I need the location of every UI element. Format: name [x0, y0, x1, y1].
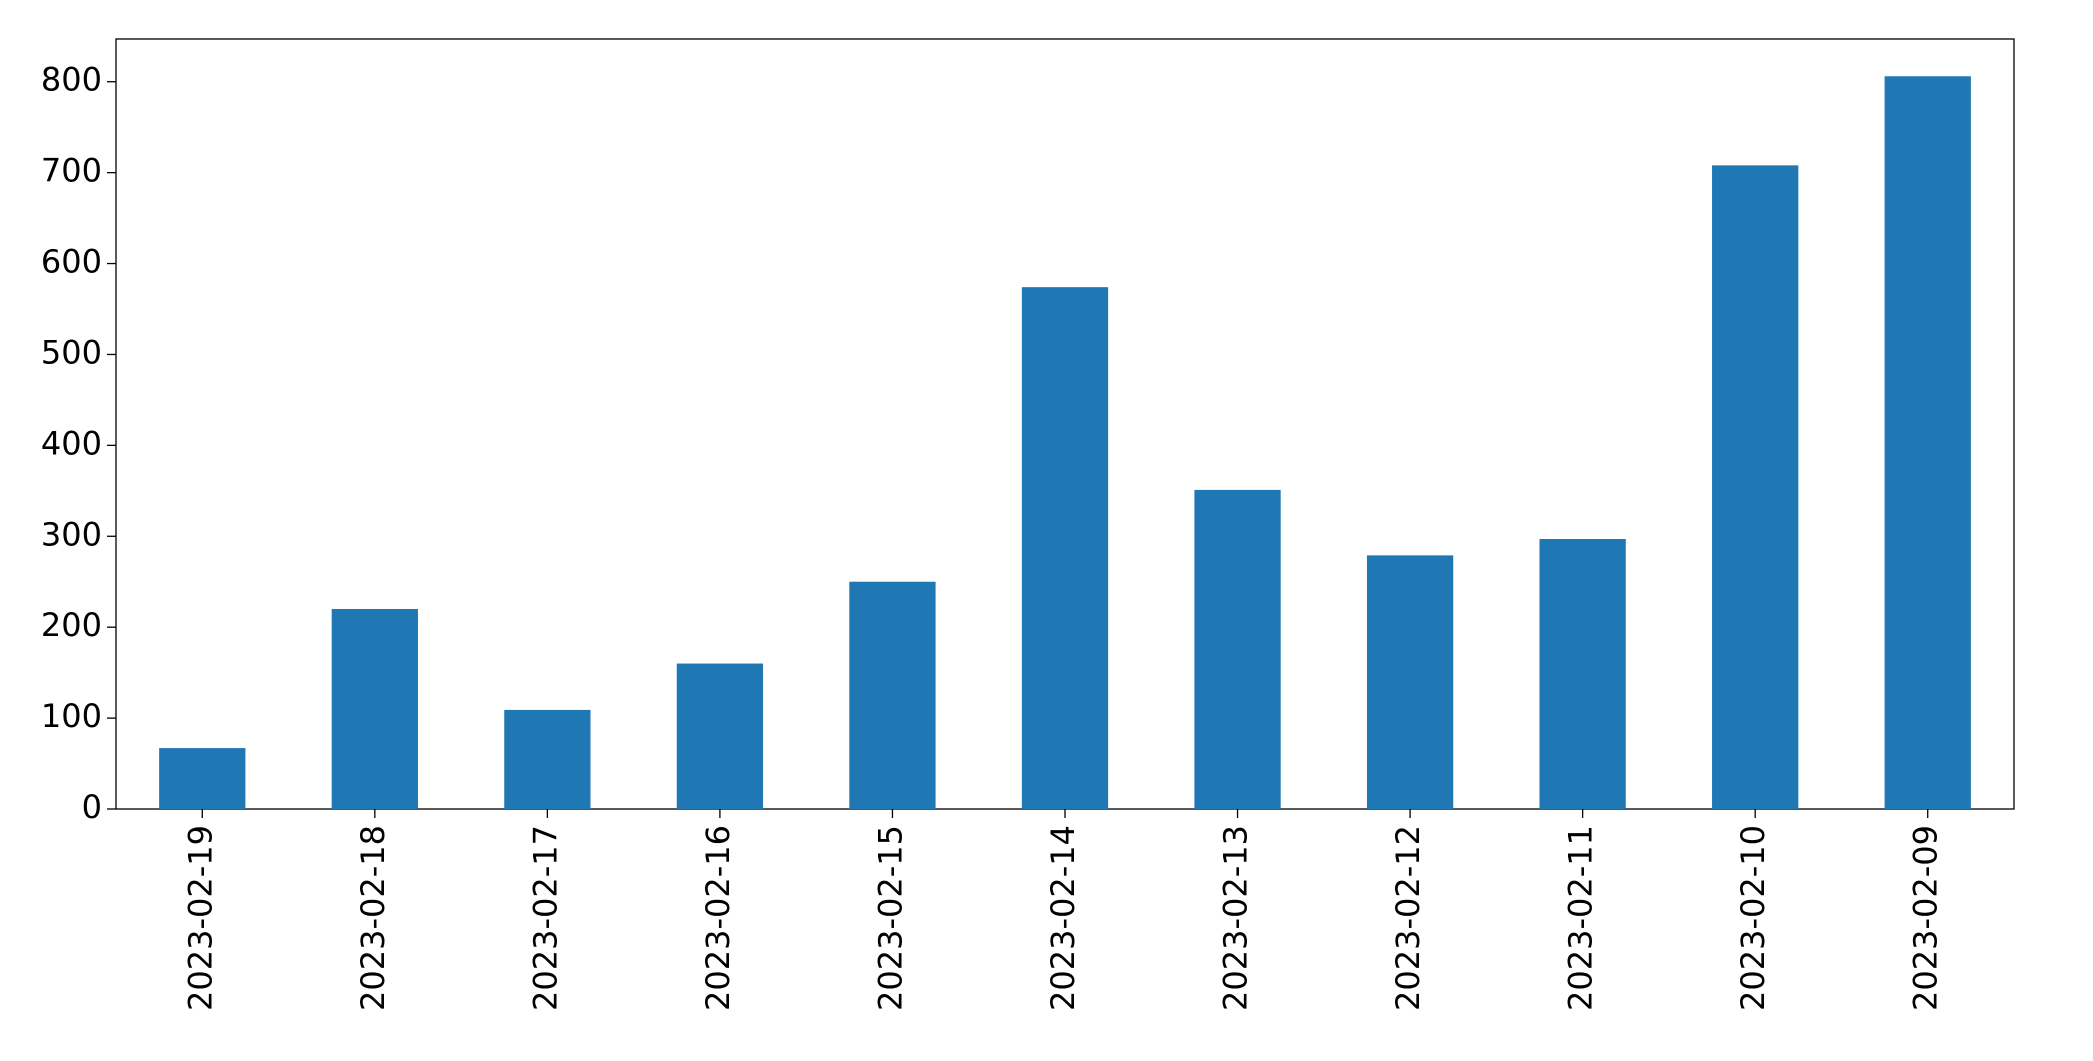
- bar: [1194, 489, 1281, 809]
- bar: [849, 581, 936, 809]
- y-tick-label: 0: [82, 788, 102, 826]
- x-tick-label: 2023-02-10: [1734, 825, 1772, 1011]
- x-tick-label: 2023-02-18: [354, 825, 392, 1011]
- y-tick-label: 300: [41, 515, 102, 553]
- bar: [1366, 555, 1454, 809]
- y-tick-label: 600: [41, 243, 102, 281]
- y-tick-label: 200: [41, 606, 102, 644]
- x-tick-label: 2023-02-09: [1907, 825, 1945, 1011]
- y-tick-label: 700: [41, 152, 102, 190]
- y-tick-label: 500: [41, 333, 102, 371]
- x-tick-label: 2023-02-12: [1389, 825, 1427, 1011]
- x-tick-label: 2023-02-17: [526, 825, 564, 1011]
- x-tick-label: 2023-02-19: [181, 825, 219, 1011]
- bar: [1539, 539, 1626, 809]
- x-tick-label: 2023-02-15: [871, 825, 909, 1011]
- x-tick-label: 2023-02-16: [699, 825, 737, 1011]
- bar: [1712, 165, 1799, 809]
- y-tick-label: 100: [41, 697, 102, 735]
- y-tick-label: 800: [41, 61, 102, 99]
- bar: [331, 609, 418, 809]
- bar: [1021, 287, 1109, 809]
- y-tick-label: 400: [41, 424, 102, 462]
- x-tick-label: 2023-02-13: [1217, 825, 1255, 1011]
- bar: [504, 709, 591, 809]
- x-tick-label: 2023-02-14: [1044, 825, 1082, 1011]
- bar: [676, 663, 764, 809]
- bar: [159, 748, 246, 809]
- x-tick-label: 2023-02-11: [1562, 825, 1600, 1011]
- bar: [1884, 76, 1971, 810]
